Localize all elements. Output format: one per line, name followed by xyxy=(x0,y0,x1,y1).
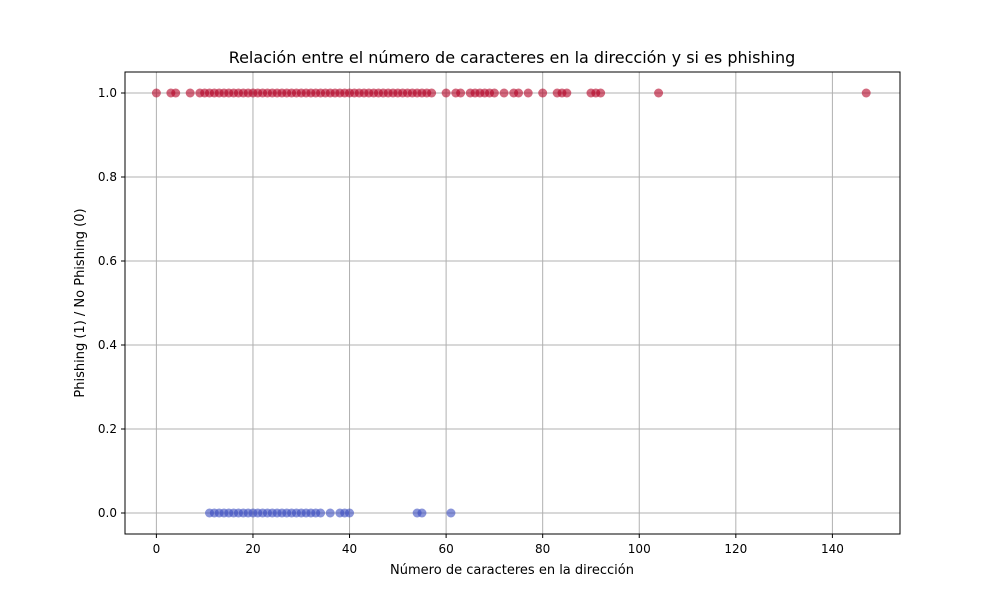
x-tick-label: 100 xyxy=(628,542,651,556)
axis-ticks: 0 20 40 60 80 100 120 140 0.0 0.2 0.4 0.6 0.8 1.0 xyxy=(98,86,844,556)
x-tick-label: 40 xyxy=(342,542,357,556)
phishing-point xyxy=(151,88,161,98)
x-tick-label: 80 xyxy=(535,542,550,556)
no-phishing-point xyxy=(417,508,427,518)
phishing-point xyxy=(171,88,181,98)
phishing-point xyxy=(596,88,606,98)
y-tick-label: 0.6 xyxy=(98,254,117,268)
phishing-point xyxy=(861,88,871,98)
phishing-point xyxy=(456,88,466,98)
x-tick-label: 140 xyxy=(821,542,844,556)
phishing-point xyxy=(562,88,572,98)
phishing-point xyxy=(441,88,451,98)
no-phishing-point xyxy=(345,508,355,518)
phishing-point xyxy=(427,88,437,98)
x-tick-label: 60 xyxy=(438,542,453,556)
chart-title: Relación entre el número de caracteres e… xyxy=(229,48,796,67)
no-phishing-point xyxy=(446,508,456,518)
phishing-point xyxy=(185,88,195,98)
data-points xyxy=(151,88,871,518)
x-tick-label: 20 xyxy=(245,542,260,556)
x-axis-label: Número de caracteres en la dirección xyxy=(390,563,634,578)
no-phishing-point xyxy=(325,508,335,518)
x-tick-label: 120 xyxy=(724,542,747,556)
x-tick-label: 0 xyxy=(153,542,161,556)
phishing-point xyxy=(514,88,524,98)
plot-frame xyxy=(124,71,901,535)
y-tick-label: 0.8 xyxy=(98,170,117,184)
phishing-point xyxy=(489,88,499,98)
y-tick-label: 0.0 xyxy=(98,506,117,520)
phishing-point xyxy=(499,88,509,98)
y-tick-label: 1.0 xyxy=(98,86,117,100)
y-tick-label: 0.4 xyxy=(98,338,117,352)
y-tick-label: 0.2 xyxy=(98,422,117,436)
no-phishing-point xyxy=(316,508,326,518)
phishing-point xyxy=(523,88,533,98)
phishing-point xyxy=(538,88,548,98)
phishing-point xyxy=(654,88,664,98)
y-axis-label: Phishing (1) / No Phishing (0) xyxy=(73,208,88,397)
